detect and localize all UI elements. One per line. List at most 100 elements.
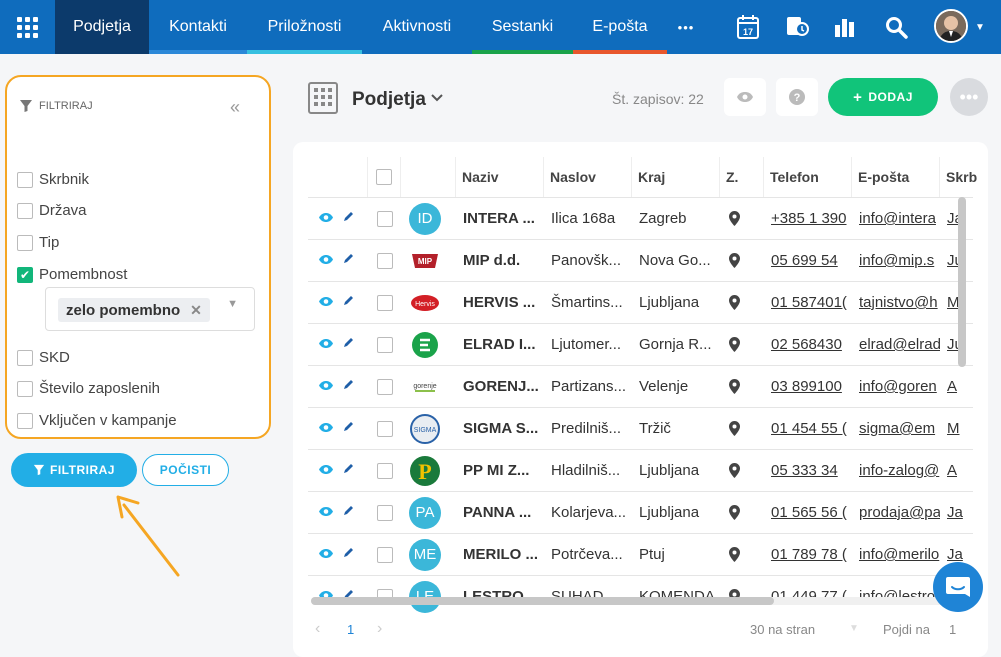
view-eye-icon[interactable]	[318, 546, 334, 563]
exchange-sync-icon[interactable]	[783, 12, 811, 42]
row-select[interactable]	[368, 450, 401, 491]
user-menu-caret-icon[interactable]: ▼	[975, 22, 985, 33]
company-phone[interactable]: 01 565 56 (	[771, 504, 847, 521]
checkbox[interactable]	[17, 171, 33, 188]
company-name[interactable]: MIP d.d.	[463, 252, 521, 269]
company-name[interactable]: PP MI Z...	[463, 462, 530, 479]
table-row[interactable]: ELRAD I... Ljutomer... Gornja R... 02 56843…	[308, 323, 973, 365]
user-avatar[interactable]	[934, 9, 968, 43]
edit-pencil-icon[interactable]	[342, 252, 355, 269]
edit-pencil-icon[interactable]	[342, 546, 355, 563]
chat-support-button[interactable]	[933, 562, 983, 612]
company-email[interactable]: info@merilo	[859, 546, 940, 563]
map-pin-icon[interactable]	[720, 240, 764, 281]
company-name[interactable]: PANNA ...	[463, 504, 532, 521]
company-name[interactable]: GORENJ...	[463, 378, 539, 395]
filter-item-stevilo-zaposlenih[interactable]: Število zaposlenih	[17, 380, 160, 397]
header-naziv[interactable]: Naziv	[456, 157, 544, 197]
map-pin-icon[interactable]	[720, 324, 764, 365]
company-email[interactable]: sigma@em	[859, 420, 936, 437]
company-email[interactable]: info-zalog@	[859, 462, 940, 479]
search-icon[interactable]	[882, 12, 910, 42]
company-phone[interactable]: 05 699 54	[771, 252, 838, 269]
apps-menu-button[interactable]	[0, 0, 55, 54]
table-row[interactable]: Hervis HERVIS ... Šmartins... Ljubljana 01 5…	[308, 281, 973, 323]
row-checkbox[interactable]	[376, 210, 393, 227]
map-pin-icon[interactable]	[720, 408, 764, 449]
filter-item-pomembnost[interactable]: ✔ Pomembnost	[17, 266, 127, 283]
company-phone[interactable]: 02 568430	[771, 336, 842, 353]
view-eye-icon[interactable]	[318, 252, 334, 269]
company-name[interactable]: INTERA ...	[463, 210, 535, 227]
header-select-all[interactable]	[368, 157, 401, 197]
nav-eposta[interactable]: E-pošta	[573, 0, 667, 54]
checkbox[interactable]	[17, 202, 33, 219]
table-row[interactable]: PA PANNA ... Kolarjeva... Ljubljana 01 565 5…	[308, 491, 973, 533]
company-name[interactable]: MERILO ...	[463, 546, 538, 563]
checkbox[interactable]	[17, 380, 33, 397]
company-email[interactable]: info@goren	[859, 378, 937, 395]
company-owner[interactable]: M	[947, 294, 960, 311]
edit-pencil-icon[interactable]	[342, 336, 355, 353]
more-actions-button[interactable]: •••	[950, 78, 988, 116]
company-email[interactable]: info@intera	[859, 210, 936, 227]
table-row[interactable]: P PP MI Z... Hladilniš... Ljubljana 05 333 3…	[308, 449, 973, 491]
edit-pencil-icon[interactable]	[342, 294, 355, 311]
select-all-checkbox[interactable]	[376, 169, 392, 185]
edit-pencil-icon[interactable]	[342, 504, 355, 521]
map-pin-icon[interactable]	[720, 366, 764, 407]
collapse-panel-icon[interactable]: «	[230, 97, 241, 117]
table-row[interactable]: ID INTERA ... Ilica 168a Zagreb +385 1 390 in…	[308, 197, 973, 239]
dropdown-arrow-icon[interactable]: ▼	[227, 298, 238, 310]
page-title[interactable]: Podjetja	[352, 89, 426, 110]
company-owner[interactable]: A	[947, 378, 958, 395]
company-email[interactable]: prodaja@pa	[859, 504, 940, 521]
table-row[interactable]: SIGMA SIGMA S... Predilniš... Tržič 01 454 5…	[308, 407, 973, 449]
table-row[interactable]: gorenje GORENJ... Partizans... Velenje 03 89…	[308, 365, 973, 407]
filter-item-skd[interactable]: SKD	[17, 349, 70, 366]
header-naslov[interactable]: Naslov	[544, 157, 632, 197]
header-kraj[interactable]: Kraj	[632, 157, 720, 197]
scrollbar-thumb[interactable]	[311, 597, 774, 605]
apply-filter-button[interactable]: FILTRIRAJ	[11, 453, 137, 487]
company-owner[interactable]: Ja	[947, 504, 963, 521]
checkbox[interactable]	[17, 412, 33, 429]
company-phone[interactable]: 01 454 55 (	[771, 420, 847, 437]
clear-filter-button[interactable]: POČISTI	[142, 454, 229, 486]
view-eye-icon[interactable]	[318, 294, 334, 311]
table-row[interactable]: MIP MIP d.d. Panovšk... Nova Go... 05 699 54…	[308, 239, 973, 281]
header-zemljevid[interactable]: Z.	[720, 157, 764, 197]
map-pin-icon[interactable]	[720, 450, 764, 491]
row-select[interactable]	[368, 492, 401, 533]
edit-pencil-icon[interactable]	[342, 588, 355, 605]
company-owner[interactable]: A	[947, 462, 958, 479]
header-telefon[interactable]: Telefon	[764, 157, 852, 197]
row-checkbox[interactable]	[376, 252, 393, 269]
view-eye-icon[interactable]	[318, 336, 334, 353]
company-name[interactable]: ELRAD I...	[463, 336, 536, 353]
filter-item-drzava[interactable]: Država	[17, 202, 87, 219]
company-owner[interactable]: M	[947, 420, 960, 437]
nav-priloznosti[interactable]: Priložnosti	[247, 0, 362, 54]
row-checkbox[interactable]	[376, 420, 393, 437]
reports-chart-icon[interactable]	[831, 12, 859, 42]
edit-pencil-icon[interactable]	[342, 378, 355, 395]
company-phone[interactable]: 01 789 78 (	[771, 546, 847, 563]
view-eye-icon[interactable]	[318, 210, 334, 227]
map-pin-icon[interactable]	[720, 282, 764, 323]
row-select[interactable]	[368, 534, 401, 575]
help-button[interactable]: ?	[776, 78, 818, 116]
company-phone[interactable]: 05 333 34	[771, 462, 838, 479]
company-email[interactable]: info@mip.s	[859, 252, 935, 269]
table-row[interactable]: LELESTRO ...SUHAD...KOMENDA01 449 77 (in…	[308, 575, 973, 617]
nav-more-button[interactable]: •••	[667, 0, 705, 54]
current-page[interactable]: 1	[347, 622, 355, 637]
per-page-select[interactable]: 30 na stran	[750, 622, 816, 637]
filter-item-kampanje[interactable]: Vključen v kampanje	[17, 412, 177, 429]
row-select[interactable]	[368, 240, 401, 281]
row-select[interactable]	[368, 408, 401, 449]
company-phone[interactable]: 01 587401(	[771, 294, 847, 311]
row-select[interactable]	[368, 282, 401, 323]
horizontal-scrollbar[interactable]	[311, 597, 976, 605]
calendar-icon[interactable]: 17	[734, 12, 762, 42]
